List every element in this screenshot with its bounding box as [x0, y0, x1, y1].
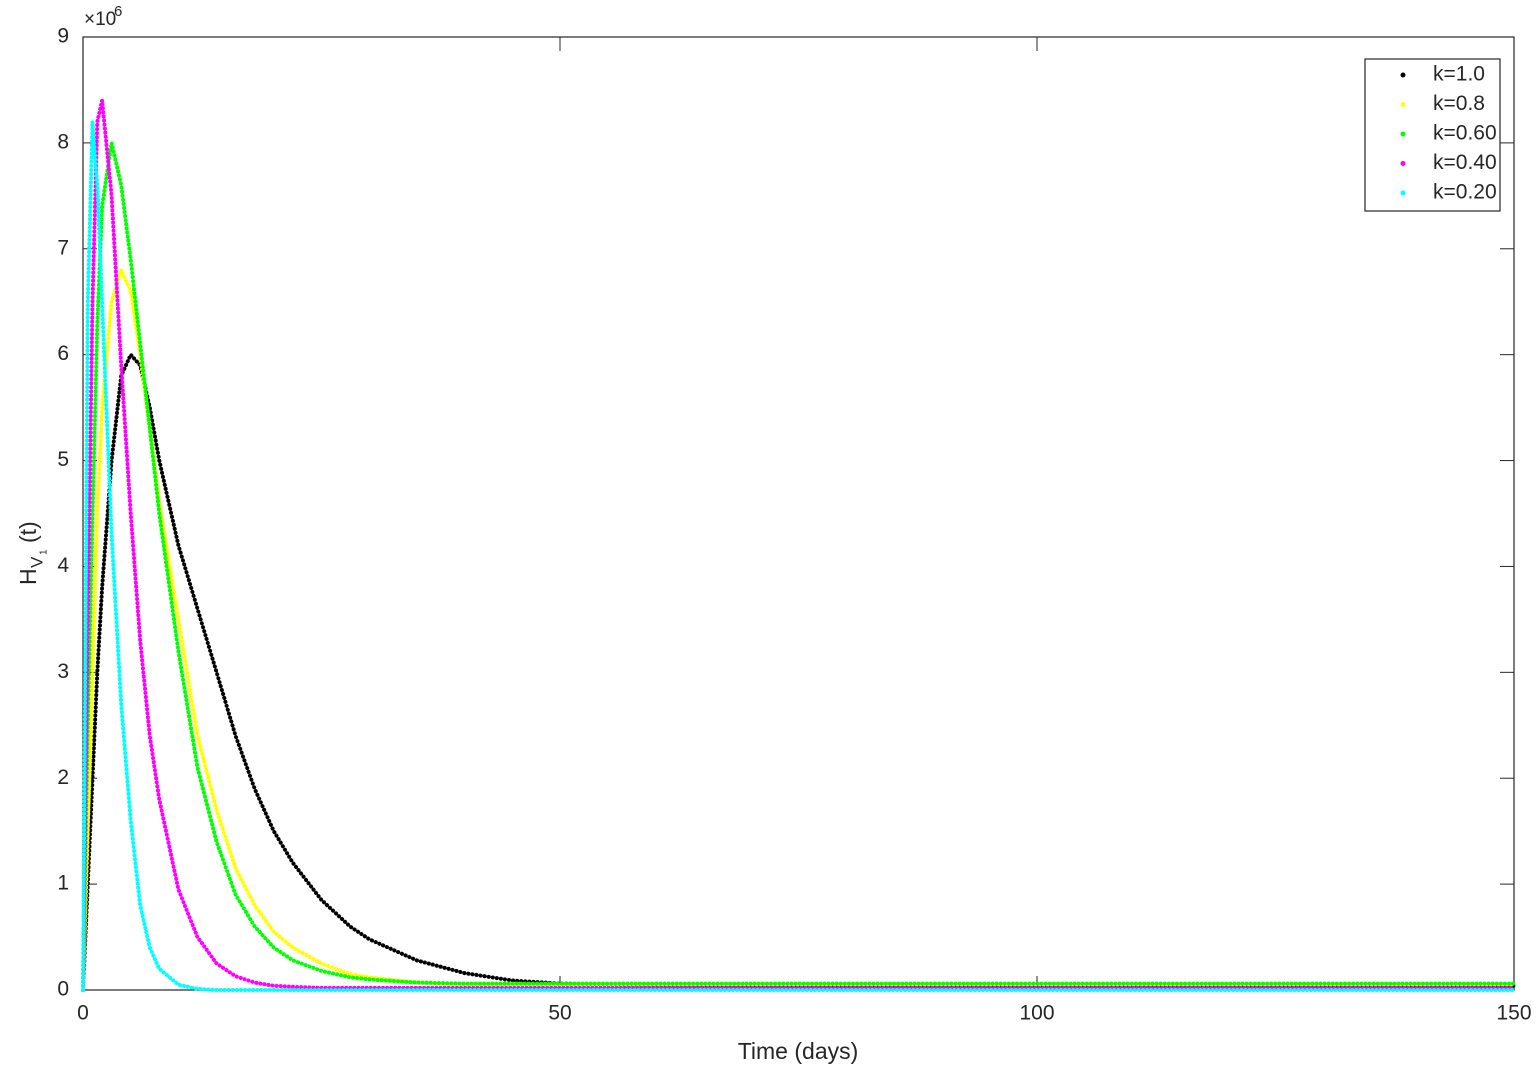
y-tick-label: 0: [57, 978, 69, 1001]
series-line: [81, 98, 1516, 992]
y-label-subsub: 1: [39, 549, 50, 555]
y-tick-label: 1: [57, 872, 69, 895]
legend-marker: [1400, 131, 1406, 137]
y-tick-label: 4: [57, 554, 69, 577]
y-tick-label: 3: [57, 660, 69, 683]
series-line: [81, 268, 1516, 992]
legend-label: k=1.0: [1433, 63, 1485, 86]
y-tick-label: 8: [57, 130, 69, 153]
series-line: [81, 119, 1516, 992]
legend-marker: [1400, 190, 1406, 196]
y-scale-base: ×10: [84, 9, 116, 30]
x-tick-label: 100: [1019, 1002, 1054, 1025]
y-axis-label: H V 1 (t): [15, 521, 50, 585]
x-tick-label: 0: [77, 1002, 89, 1025]
x-axis-label: Time (days): [738, 1038, 859, 1064]
y-tick-label: 7: [57, 236, 69, 259]
series-line: [81, 352, 1516, 992]
legend-label: k=0.60: [1433, 122, 1497, 145]
legend-marker: [1400, 102, 1406, 107]
legend-label: k=0.8: [1433, 92, 1485, 115]
plot-frame: [82, 36, 1515, 991]
legend-label: k=0.20: [1433, 181, 1497, 204]
y-label-main: H: [15, 568, 41, 585]
y-tick-label: 2: [57, 766, 69, 789]
y-scale-exponent: 6: [114, 3, 122, 20]
x-tick-label: 50: [548, 1002, 571, 1025]
series-line: [81, 140, 1516, 992]
legend: k=1.0 k=0.8 k=0.60 k=0.40 k=0.20: [1364, 58, 1501, 212]
y-tick-label: 5: [57, 448, 69, 471]
legend-box: [1364, 58, 1501, 212]
y-label-suffix: (t): [15, 521, 41, 543]
y-tick-label: 9: [57, 25, 69, 48]
legend-marker: [1400, 161, 1406, 166]
legend-marker: [1400, 72, 1406, 78]
legend-label: k=0.40: [1433, 151, 1497, 174]
y-label-sub: V: [27, 556, 46, 568]
y-tick-label: 6: [57, 342, 69, 365]
x-tick-label: 150: [1496, 1002, 1531, 1025]
